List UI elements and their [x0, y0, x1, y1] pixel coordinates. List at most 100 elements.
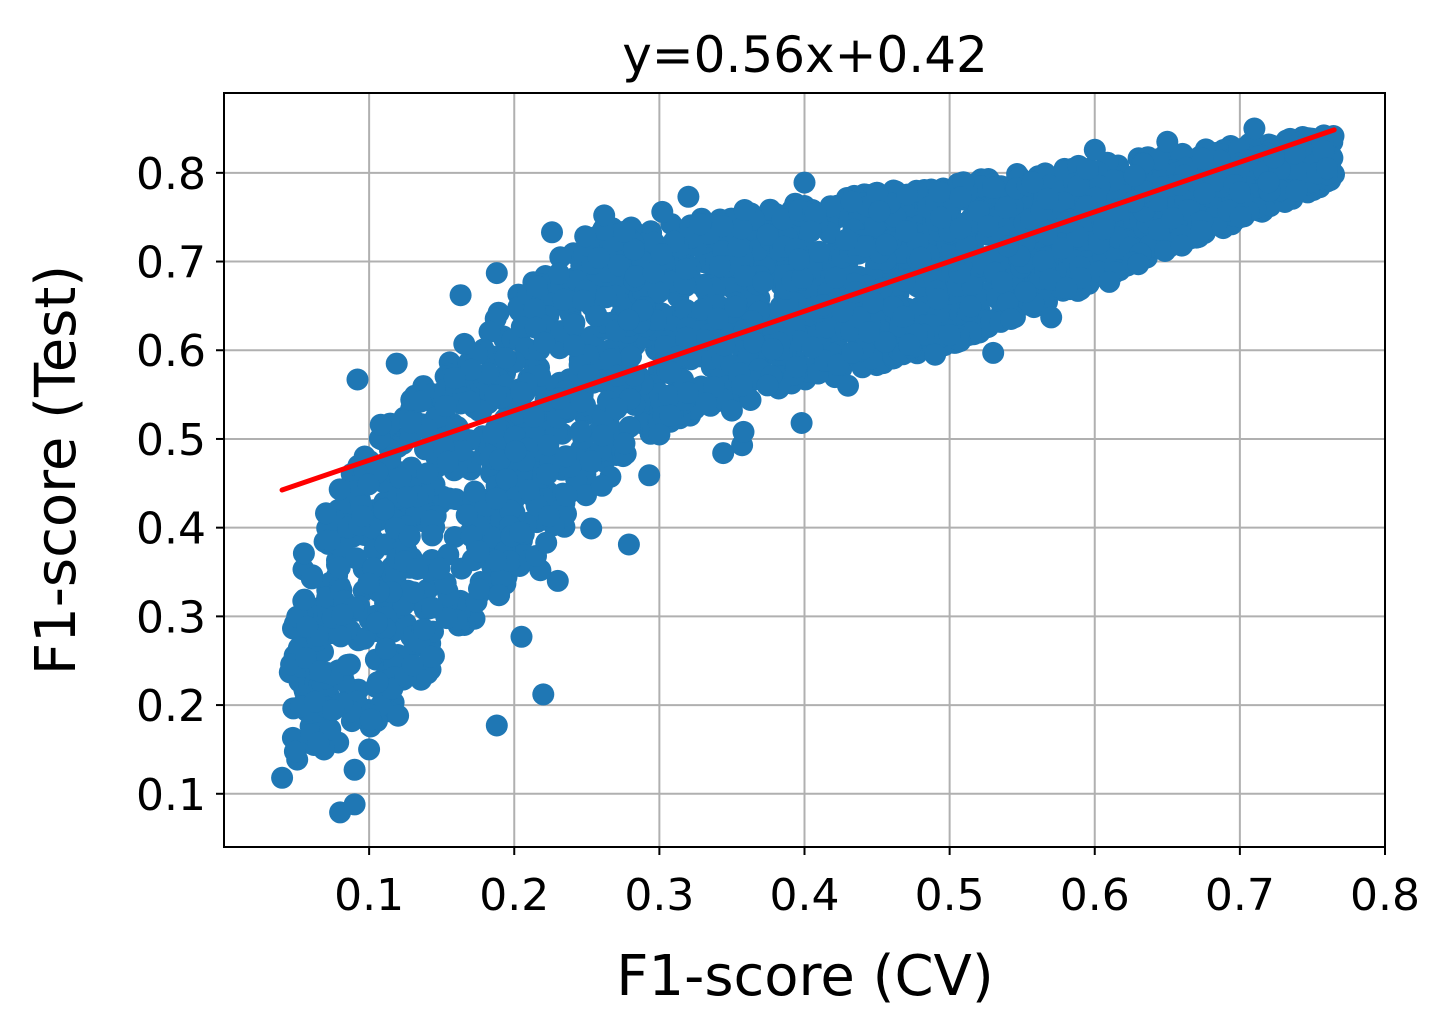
scatter-point — [421, 596, 444, 619]
scatter-point — [554, 445, 577, 468]
scatter-point — [533, 331, 556, 354]
scatter-point — [413, 618, 436, 641]
scatter-point — [329, 625, 352, 648]
scatter-point — [650, 243, 673, 266]
scatter-point — [727, 235, 750, 258]
scatter-point — [756, 223, 779, 246]
scatter-point — [555, 484, 578, 507]
scatter-point — [373, 498, 395, 521]
scatter-point — [712, 442, 735, 465]
scatter-point — [1032, 250, 1055, 272]
scatter-point — [1083, 138, 1106, 161]
scatter-point — [605, 397, 628, 420]
scatter-point — [926, 288, 949, 310]
scatter-point — [293, 588, 316, 611]
scatter-point — [517, 479, 540, 501]
scatter-point — [369, 413, 392, 436]
scatter-point — [292, 542, 315, 565]
scatter-point — [617, 533, 640, 556]
scatter-point — [924, 343, 947, 366]
scatter-point — [695, 392, 718, 415]
scatter-point — [590, 474, 613, 497]
scatter-point — [574, 225, 597, 248]
scatter-point — [1193, 182, 1216, 205]
scatter-point — [730, 217, 753, 240]
scatter-point — [358, 738, 381, 761]
scatter-point — [875, 233, 898, 256]
scatter-point — [1098, 270, 1121, 293]
scatter-point — [991, 271, 1014, 294]
scatter-point — [793, 171, 816, 194]
scatter-point — [785, 356, 808, 379]
scatter-point — [595, 286, 618, 309]
scatter-point — [398, 525, 421, 548]
scatter-point — [949, 217, 972, 240]
scatter-point — [613, 432, 636, 455]
x-tick-label: 0.8 — [1350, 870, 1420, 921]
scatter-point — [1161, 207, 1184, 230]
scatter-point — [467, 540, 490, 563]
scatter-point — [443, 367, 466, 389]
scatter-point — [622, 238, 645, 261]
scatter-point — [868, 200, 891, 223]
scatter-point — [535, 531, 558, 554]
x-axis-ticks: 0.1 0.2 0.3 0.4 0.5 0.6 0.7 0.8 — [334, 847, 1420, 921]
scatter-point — [436, 450, 459, 473]
scatter-point — [613, 220, 636, 243]
scatter-point — [489, 566, 512, 589]
scatter-point — [587, 247, 610, 269]
y-tick-label: 0.2 — [136, 681, 206, 732]
y-tick-label: 0.4 — [136, 504, 206, 555]
scatter-point — [300, 567, 323, 590]
scatter-point — [569, 420, 592, 443]
scatter-point — [711, 215, 734, 238]
scatter-point — [593, 204, 616, 227]
scatter-point — [438, 487, 461, 510]
scatter-point — [996, 291, 1019, 314]
scatter-point — [309, 660, 332, 683]
scatter-point — [1067, 174, 1090, 197]
scatter-point — [434, 395, 457, 417]
scatter-point — [801, 336, 824, 359]
scatter-point — [982, 341, 1005, 364]
scatter-point — [443, 526, 466, 548]
scatter-point — [495, 468, 518, 491]
scatter-point — [375, 637, 397, 660]
scatter-point — [345, 547, 367, 570]
scatter-point — [1014, 281, 1037, 304]
scatter-point — [549, 246, 572, 269]
x-tick-label: 0.3 — [624, 870, 694, 921]
scatter-point — [743, 331, 765, 354]
scatter-point — [365, 611, 388, 634]
scatter-point — [585, 305, 608, 327]
scatter-point — [624, 265, 647, 288]
scatter-point — [353, 627, 376, 650]
scatter-point — [837, 374, 859, 397]
scatter-point — [1228, 181, 1251, 204]
scatter-point — [509, 521, 532, 544]
scatter-point — [658, 384, 681, 407]
scatter-point — [618, 415, 641, 438]
scatter-point — [720, 399, 743, 422]
scatter-point — [351, 505, 374, 528]
scatter-point — [642, 261, 665, 284]
scatter-point — [271, 766, 294, 789]
scatter-point — [570, 390, 593, 413]
scatter-point — [399, 411, 422, 434]
scatter-point — [1076, 158, 1099, 180]
y-axis-ticks: 0.1 0.2 0.3 0.4 0.5 0.6 0.7 0.8 — [136, 149, 224, 821]
x-tick-label: 0.6 — [1060, 870, 1130, 921]
scatter-point — [938, 324, 961, 347]
scatter-point — [591, 424, 614, 447]
scatter-point — [761, 338, 784, 361]
scatter-point — [537, 434, 560, 457]
scatter-point — [895, 220, 918, 243]
y-tick-label: 0.7 — [136, 238, 206, 289]
scatter-point — [458, 390, 481, 413]
scatter-point — [1257, 171, 1280, 194]
scatter-point — [732, 420, 755, 443]
scatter-point — [396, 486, 418, 509]
scatter-point — [841, 341, 864, 364]
scatter-point — [831, 300, 854, 323]
